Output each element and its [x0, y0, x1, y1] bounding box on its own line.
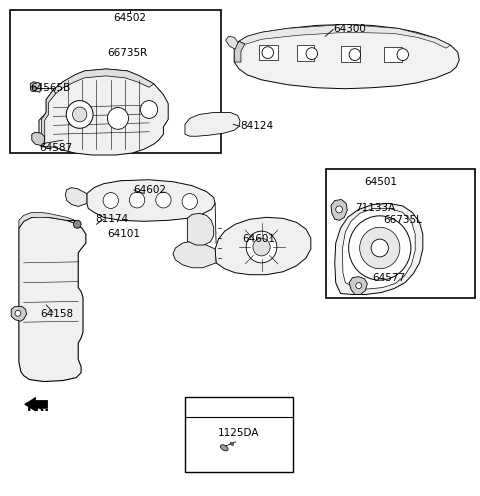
- Circle shape: [349, 49, 360, 61]
- Text: 66735R: 66735R: [108, 48, 148, 58]
- Circle shape: [141, 101, 157, 119]
- Circle shape: [246, 231, 277, 263]
- Bar: [185, 397, 293, 472]
- Polygon shape: [226, 36, 238, 49]
- Text: 64502: 64502: [113, 13, 146, 23]
- Polygon shape: [173, 241, 216, 268]
- Circle shape: [348, 216, 411, 280]
- Polygon shape: [331, 199, 347, 220]
- Polygon shape: [187, 213, 214, 245]
- Ellipse shape: [230, 442, 234, 445]
- Circle shape: [360, 227, 400, 269]
- Text: 84124: 84124: [240, 122, 273, 131]
- Circle shape: [182, 193, 197, 209]
- Circle shape: [336, 206, 342, 213]
- Text: 64101: 64101: [107, 229, 140, 239]
- Circle shape: [72, 107, 87, 122]
- Polygon shape: [19, 212, 75, 228]
- Circle shape: [108, 108, 129, 129]
- Circle shape: [371, 239, 388, 257]
- Circle shape: [262, 47, 274, 59]
- Polygon shape: [234, 41, 245, 62]
- Bar: [259, 45, 278, 60]
- Circle shape: [66, 101, 93, 128]
- Text: FR.: FR.: [27, 401, 50, 414]
- Circle shape: [397, 49, 408, 61]
- Text: 64587: 64587: [39, 143, 72, 153]
- Text: 1125DA: 1125DA: [218, 429, 260, 438]
- Circle shape: [306, 48, 318, 60]
- Polygon shape: [349, 277, 367, 295]
- Polygon shape: [19, 216, 86, 381]
- Polygon shape: [24, 397, 48, 411]
- Text: 81174: 81174: [95, 214, 128, 224]
- Polygon shape: [335, 203, 423, 295]
- Circle shape: [356, 283, 361, 289]
- Text: 64601: 64601: [242, 234, 276, 244]
- Text: 64300: 64300: [333, 24, 366, 34]
- Text: 71133A: 71133A: [355, 203, 395, 213]
- Polygon shape: [41, 90, 56, 147]
- Bar: [326, 169, 475, 299]
- Text: 64602: 64602: [134, 185, 167, 195]
- Circle shape: [253, 238, 270, 256]
- Text: 64565B: 64565B: [30, 83, 71, 93]
- Polygon shape: [342, 208, 415, 289]
- Polygon shape: [11, 307, 26, 321]
- Polygon shape: [215, 217, 311, 275]
- Polygon shape: [185, 113, 240, 136]
- Text: 64577: 64577: [372, 273, 405, 283]
- Circle shape: [15, 310, 21, 316]
- Circle shape: [103, 192, 119, 208]
- Polygon shape: [30, 82, 41, 92]
- Polygon shape: [65, 187, 87, 206]
- Polygon shape: [32, 132, 45, 146]
- Bar: [384, 47, 402, 62]
- Text: 64501: 64501: [364, 177, 397, 187]
- Polygon shape: [53, 69, 154, 94]
- Ellipse shape: [220, 445, 228, 451]
- Polygon shape: [234, 24, 459, 89]
- Circle shape: [30, 86, 36, 92]
- Circle shape: [156, 192, 171, 208]
- Polygon shape: [87, 180, 215, 221]
- Polygon shape: [239, 24, 451, 48]
- Bar: [10, 9, 221, 153]
- Bar: [298, 45, 314, 61]
- Bar: [340, 46, 360, 62]
- Circle shape: [73, 220, 81, 228]
- Circle shape: [130, 192, 145, 208]
- Text: 66735L: 66735L: [384, 215, 422, 225]
- Polygon shape: [39, 69, 168, 155]
- Text: 64158: 64158: [40, 309, 73, 319]
